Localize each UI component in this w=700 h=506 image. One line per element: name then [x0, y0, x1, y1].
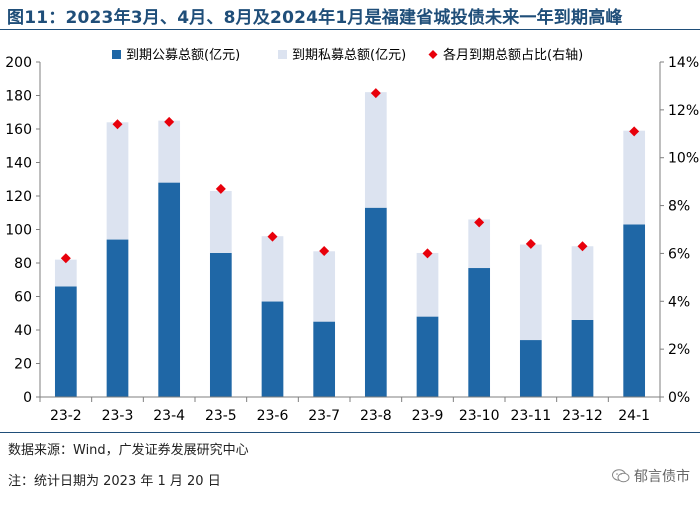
bar-public-23-2 — [54, 286, 77, 397]
y-left-tick-label: 160 — [5, 122, 32, 138]
source-note: 数据来源：Wind，广发证券发展研究中心 — [8, 443, 249, 458]
legend-marker-ratio — [428, 50, 438, 59]
bar-private-23-10 — [468, 219, 491, 269]
y-right-tick-label: 8% — [668, 199, 690, 215]
footer-rule — [0, 432, 700, 433]
ratio-marker-23-3 — [112, 119, 123, 130]
x-tick-label: 23-10 — [459, 408, 500, 424]
bar-public-23-6 — [261, 301, 284, 397]
bar-private-23-12 — [571, 246, 594, 320]
ratio-marker-23-7 — [319, 246, 330, 257]
x-tick-label: 23-12 — [562, 408, 603, 424]
bar-private-23-2 — [54, 259, 77, 287]
y-left-tick-label: 40 — [14, 323, 32, 339]
date-note: 注：统计日期为 2023 年 1 月 20 日 — [8, 474, 221, 489]
y-left-tick-label: 200 — [5, 55, 32, 71]
ratio-marker-23-2 — [60, 253, 71, 264]
bar-private-23-7 — [313, 251, 336, 322]
bar-private-23-4 — [158, 120, 181, 183]
y-left-tick-label: 100 — [5, 223, 32, 239]
bar-public-23-4 — [158, 182, 181, 397]
x-tick-label: 23-8 — [360, 408, 392, 424]
title-rule — [0, 29, 700, 30]
bar-public-23-3 — [106, 239, 129, 397]
markers-layer — [60, 88, 640, 264]
x-tick-label: 23-7 — [308, 408, 340, 424]
y-left-tick-label: 120 — [5, 189, 32, 205]
x-tick-label: 24-1 — [618, 408, 650, 424]
stacked-bar-chart: 0 20 40 60 80 100 120 140 160 180 200 0% 2% 4% 6% 8% 10%… — [5, 47, 699, 424]
ratio-marker-23-8 — [370, 88, 381, 99]
wechat-icon — [612, 469, 630, 483]
ratio-marker-23-10 — [474, 217, 485, 228]
y-left-tick-label: 0 — [23, 390, 32, 406]
legend-label-public: 到期公募总额(亿元) — [126, 48, 240, 63]
bar-public-23-12 — [571, 319, 594, 397]
y-left-tick-label: 80 — [14, 256, 32, 272]
ratio-marker-23-6 — [267, 231, 278, 242]
y-right-tick-label: 6% — [668, 246, 690, 262]
bar-public-23-11 — [519, 340, 542, 397]
axes-layer: 0 20 40 60 80 100 120 140 160 180 200 0% 2% 4% 6% 8% 10%… — [5, 55, 699, 424]
y-right-tick-label: 0% — [668, 390, 690, 406]
x-tick-label: 23-4 — [153, 408, 185, 424]
bar-private-23-8 — [364, 92, 387, 208]
bar-public-23-9 — [416, 316, 439, 397]
bar-private-24-1 — [623, 130, 646, 225]
brand-name: 郁言债市 — [634, 469, 690, 485]
chart-title: 图11：2023年3月、4月、8月及2024年1月是福建省城投债未来一年到期高峰 — [7, 8, 623, 28]
bar-public-24-1 — [623, 224, 646, 397]
x-tick-label: 23-9 — [412, 408, 444, 424]
x-tick-label: 23-6 — [257, 408, 289, 424]
x-tick-label: 23-2 — [50, 408, 82, 424]
legend-swatch-private — [278, 50, 287, 59]
y-left-tick-label: 180 — [5, 89, 32, 105]
ratio-marker-23-4 — [164, 116, 175, 127]
bar-private-23-3 — [106, 122, 129, 240]
y-right-tick-label: 4% — [668, 294, 690, 310]
bar-private-23-5 — [209, 190, 232, 253]
ratio-marker-23-9 — [422, 248, 433, 259]
x-tick-label: 23-5 — [205, 408, 237, 424]
y-left-tick-label: 140 — [5, 156, 32, 172]
bar-private-23-9 — [416, 252, 439, 317]
brand-badge: 郁言债市 — [612, 466, 690, 486]
bar-private-23-6 — [261, 236, 284, 302]
legend: 到期公募总额(亿元) 到期私募总额(亿元) 各月到期总额占比(右轴) — [112, 47, 583, 63]
ratio-marker-23-12 — [577, 241, 588, 252]
y-right-tick-label: 12% — [668, 103, 699, 119]
y-right-tick-label: 10% — [668, 151, 699, 167]
legend-label-ratio: 各月到期总额占比(右轴) — [443, 47, 583, 63]
y-right-tick-label: 2% — [668, 342, 690, 358]
bar-public-23-7 — [313, 321, 336, 397]
y-left-tick-label: 20 — [14, 357, 32, 373]
bar-public-23-10 — [468, 268, 491, 397]
x-tick-label: 23-3 — [102, 408, 134, 424]
bar-public-23-5 — [209, 252, 232, 397]
bar-public-23-8 — [364, 207, 387, 397]
bars-layer — [54, 92, 646, 397]
x-tick-label: 23-11 — [510, 408, 551, 424]
bar-private-23-11 — [519, 244, 542, 341]
legend-label-private: 到期私募总额(亿元) — [292, 48, 406, 63]
y-left-tick-label: 60 — [14, 290, 32, 306]
ratio-marker-23-11 — [525, 238, 536, 249]
legend-swatch-public — [112, 50, 121, 59]
ratio-marker-23-5 — [215, 183, 226, 194]
y-right-tick-label: 14% — [668, 55, 699, 71]
